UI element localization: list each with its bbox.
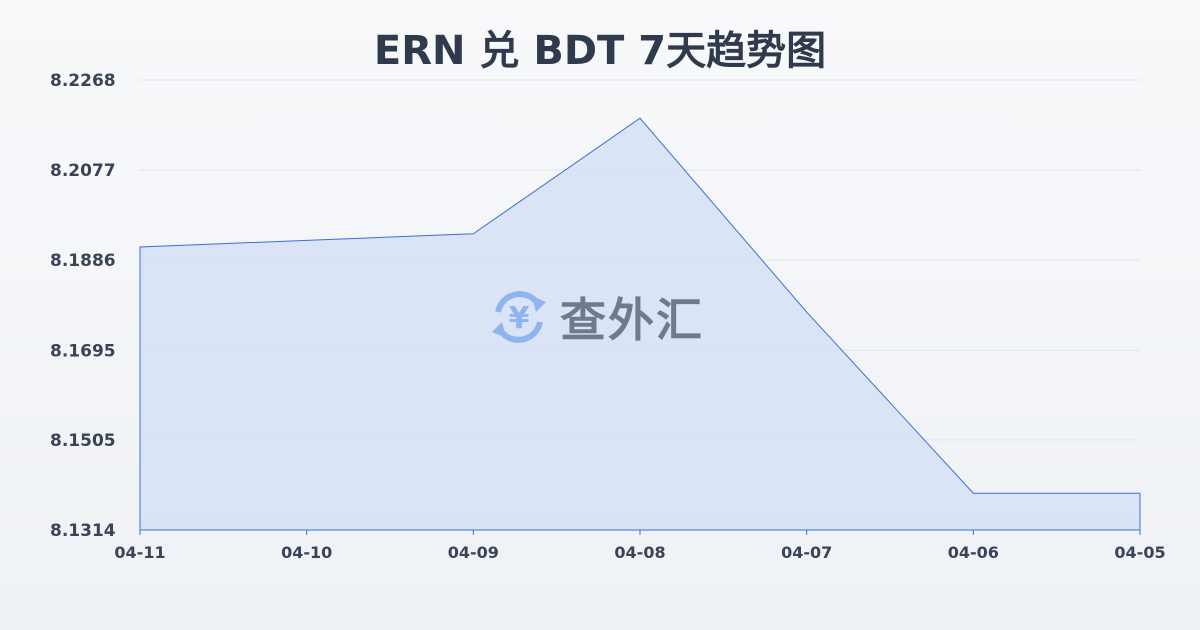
y-tick-label: 8.2077 [50,161,116,181]
y-tick-label: 8.1886 [50,251,116,271]
series-area [139,117,1141,531]
chart-title: ERN 兑 BDT 7天趋势图 [373,28,827,74]
x-tick-label: 04-10 [281,543,332,562]
watermark: ¥ 查外汇 [488,284,704,350]
y-tick-label: 8.1505 [50,431,116,451]
svg-text:¥: ¥ [509,301,530,336]
x-tick-label: 04-06 [948,543,999,562]
x-tick-label: 04-09 [448,543,499,562]
x-tick-label: 04-07 [781,543,832,562]
y-tick-label: 8.1314 [50,521,116,541]
y-tick-label: 8.2268 [50,71,116,91]
y-tick-label: 8.1695 [50,341,116,361]
yen-exchange-icon: ¥ [492,291,546,343]
watermark-text: 查外汇 [560,293,704,347]
x-tick-label: 04-08 [614,543,665,562]
x-tick-label: 04-05 [1114,543,1165,562]
x-tick-label: 04-11 [114,543,165,562]
